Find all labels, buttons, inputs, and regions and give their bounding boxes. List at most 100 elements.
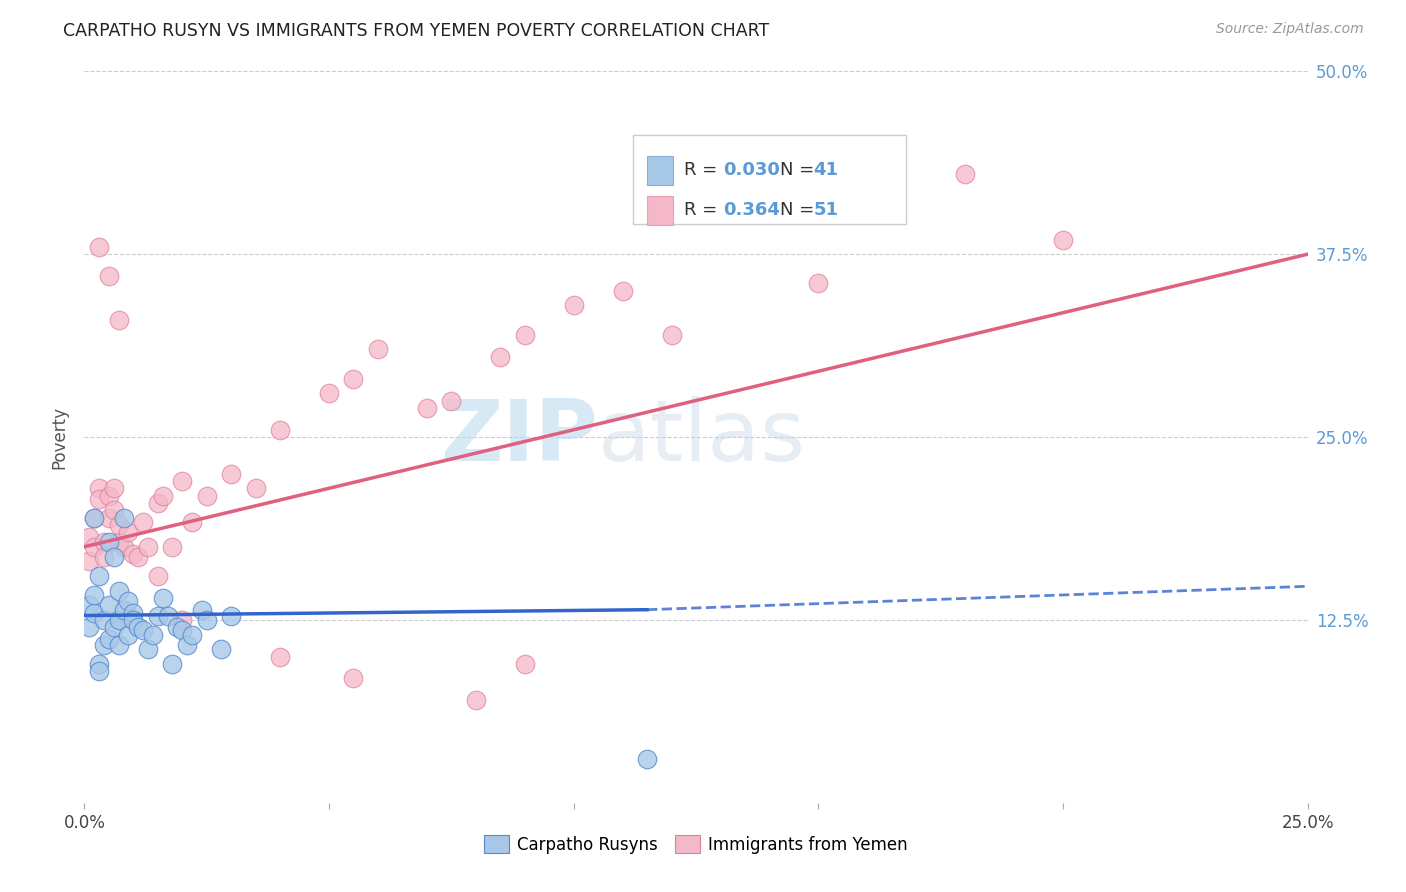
- Point: [953, 167, 976, 181]
- Point: [107, 638, 129, 652]
- Legend: Carpatho Rusyns, Immigrants from Yemen: Carpatho Rusyns, Immigrants from Yemen: [478, 829, 914, 860]
- Point: [107, 313, 129, 327]
- Point: [513, 327, 536, 342]
- Point: [562, 298, 585, 312]
- Point: [181, 515, 204, 529]
- Point: [122, 613, 145, 627]
- Text: N =: N =: [779, 202, 820, 219]
- Point: [807, 277, 830, 291]
- Point: [191, 603, 214, 617]
- Point: [93, 549, 115, 564]
- Point: [97, 510, 120, 524]
- Point: [146, 569, 169, 583]
- Point: [107, 535, 129, 549]
- Point: [342, 672, 364, 686]
- Point: [112, 510, 135, 524]
- Point: [156, 608, 179, 623]
- Point: [77, 554, 100, 568]
- Point: [103, 620, 125, 634]
- Point: [245, 481, 267, 495]
- Point: [77, 530, 100, 544]
- Point: [83, 606, 105, 620]
- Point: [112, 540, 135, 554]
- Point: [77, 599, 100, 613]
- Point: [464, 693, 486, 707]
- Point: [87, 569, 110, 583]
- Point: [146, 496, 169, 510]
- Point: [416, 401, 439, 415]
- Text: 0.030: 0.030: [724, 161, 780, 179]
- Text: 41: 41: [813, 161, 838, 179]
- Point: [107, 613, 129, 627]
- Point: [219, 608, 242, 623]
- Text: R =: R =: [685, 161, 723, 179]
- Point: [112, 603, 135, 617]
- Point: [97, 489, 120, 503]
- Point: [152, 489, 174, 503]
- Point: [636, 752, 658, 766]
- Point: [489, 350, 512, 364]
- Point: [77, 620, 100, 634]
- Point: [97, 632, 120, 646]
- Point: [162, 657, 184, 671]
- Point: [117, 627, 139, 641]
- Point: [181, 627, 204, 641]
- Point: [83, 510, 105, 524]
- Point: [269, 423, 291, 437]
- Point: [142, 627, 165, 641]
- Point: [172, 474, 194, 488]
- Point: [87, 481, 110, 495]
- Point: [209, 642, 232, 657]
- Point: [93, 613, 115, 627]
- Text: R =: R =: [685, 202, 723, 219]
- Point: [195, 489, 218, 503]
- Point: [132, 515, 155, 529]
- Text: Source: ZipAtlas.com: Source: ZipAtlas.com: [1216, 22, 1364, 37]
- Text: 0.364: 0.364: [724, 202, 780, 219]
- Point: [93, 638, 115, 652]
- Point: [87, 657, 110, 671]
- Point: [136, 642, 159, 657]
- Point: [172, 613, 194, 627]
- Point: [172, 623, 194, 637]
- Point: [97, 599, 120, 613]
- Point: [219, 467, 242, 481]
- Point: [1052, 233, 1074, 247]
- Point: [195, 613, 218, 627]
- Point: [162, 540, 184, 554]
- Point: [152, 591, 174, 605]
- Point: [97, 269, 120, 284]
- Point: [103, 481, 125, 495]
- Point: [132, 623, 155, 637]
- Point: [83, 540, 105, 554]
- Point: [87, 240, 110, 254]
- Text: 51: 51: [813, 202, 838, 219]
- Point: [103, 503, 125, 517]
- Point: [127, 549, 149, 564]
- Point: [83, 588, 105, 602]
- Point: [176, 638, 198, 652]
- Point: [440, 393, 463, 408]
- Point: [367, 343, 389, 357]
- Point: [127, 620, 149, 634]
- Point: [612, 284, 634, 298]
- Y-axis label: Poverty: Poverty: [51, 406, 69, 468]
- Point: [342, 371, 364, 385]
- Point: [661, 327, 683, 342]
- Point: [513, 657, 536, 671]
- Point: [122, 547, 145, 561]
- Point: [107, 517, 129, 532]
- Point: [122, 606, 145, 620]
- Point: [97, 535, 120, 549]
- Point: [93, 535, 115, 549]
- Point: [117, 594, 139, 608]
- Point: [117, 525, 139, 540]
- Text: N =: N =: [779, 161, 820, 179]
- Point: [83, 510, 105, 524]
- Point: [146, 608, 169, 623]
- Point: [107, 583, 129, 598]
- Point: [136, 540, 159, 554]
- Text: ZIP: ZIP: [440, 395, 598, 479]
- Point: [87, 664, 110, 678]
- Point: [269, 649, 291, 664]
